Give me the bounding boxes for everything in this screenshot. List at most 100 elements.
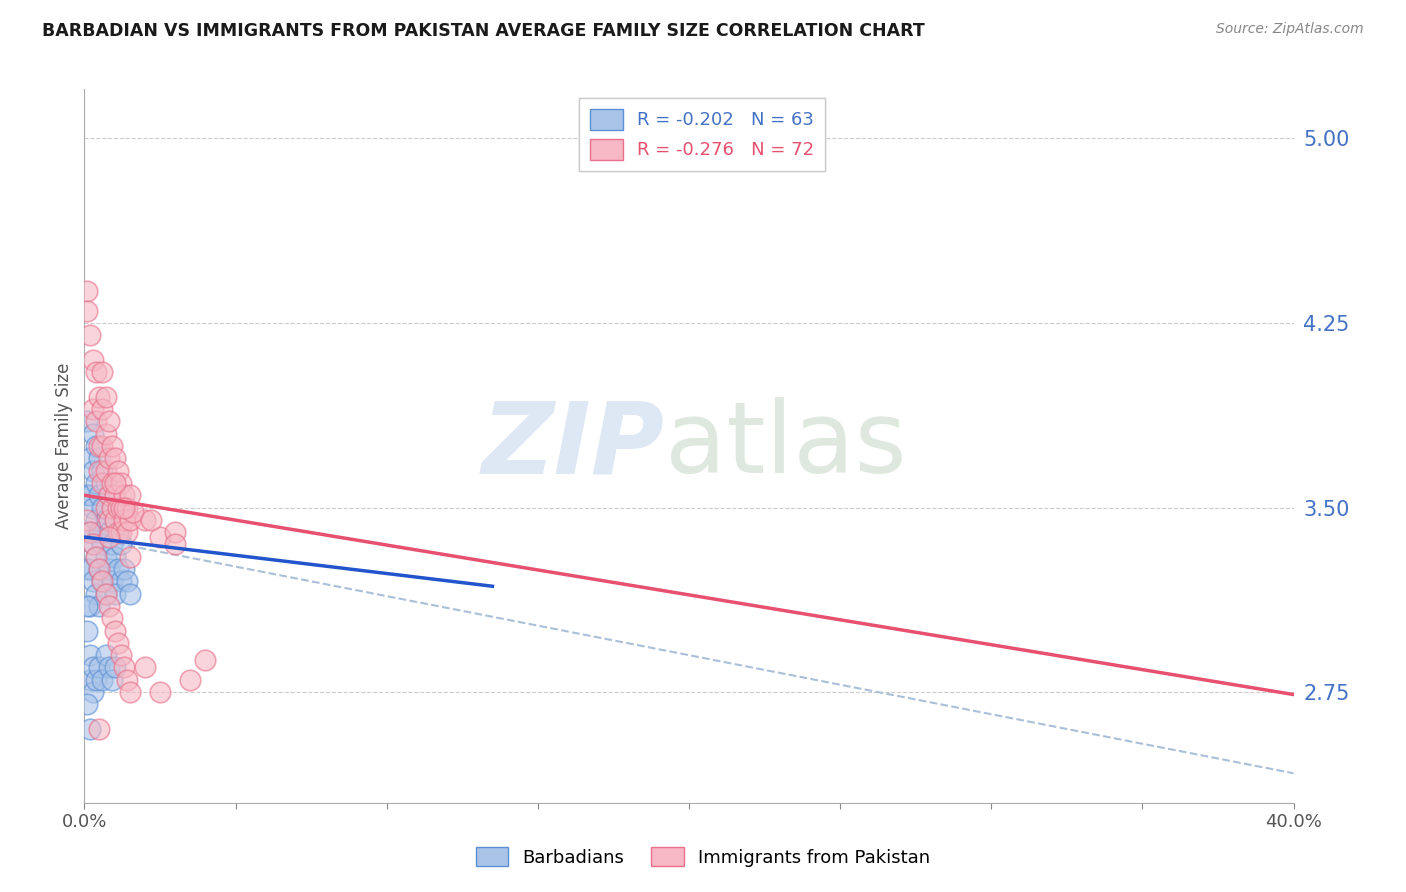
Point: [107, 525, 129, 540]
Point: [110, 574, 132, 589]
Point: [194, 653, 217, 667]
Text: atlas: atlas: [665, 398, 907, 494]
Point: [79, 648, 101, 662]
Point: [110, 475, 132, 490]
Point: [76, 303, 98, 318]
Point: [104, 475, 127, 490]
Point: [82, 537, 104, 551]
Point: [89, 525, 111, 540]
Point: [86, 513, 108, 527]
Point: [89, 562, 111, 576]
Point: [94, 475, 117, 490]
Point: [107, 464, 129, 478]
Point: [82, 426, 104, 441]
Point: [115, 525, 138, 540]
Point: [94, 513, 117, 527]
Point: [97, 525, 120, 540]
Point: [79, 451, 101, 466]
Point: [91, 673, 114, 687]
Point: [115, 673, 138, 687]
Point: [97, 488, 120, 502]
Legend: R = -0.202   N = 63, R = -0.276   N = 72: R = -0.202 N = 63, R = -0.276 N = 72: [579, 98, 825, 170]
Point: [104, 660, 127, 674]
Point: [89, 464, 111, 478]
Point: [86, 673, 108, 687]
Point: [118, 513, 141, 527]
Point: [82, 537, 104, 551]
Point: [91, 574, 114, 589]
Point: [79, 599, 101, 613]
Point: [104, 451, 127, 466]
Point: [89, 439, 111, 453]
Point: [121, 505, 143, 519]
Point: [86, 414, 108, 428]
Point: [91, 500, 114, 515]
Point: [82, 685, 104, 699]
Point: [100, 673, 122, 687]
Point: [76, 599, 98, 613]
Point: [82, 660, 104, 674]
Point: [94, 549, 117, 564]
Point: [91, 537, 114, 551]
Point: [107, 525, 129, 540]
Point: [82, 574, 104, 589]
Point: [91, 402, 114, 417]
Point: [149, 685, 172, 699]
Point: [104, 513, 127, 527]
Point: [76, 698, 98, 712]
Point: [76, 488, 98, 502]
Point: [86, 549, 108, 564]
Point: [94, 587, 117, 601]
Point: [79, 525, 101, 540]
Point: [110, 648, 132, 662]
Point: [110, 525, 132, 540]
Point: [134, 513, 156, 527]
Point: [76, 562, 98, 576]
Point: [97, 599, 120, 613]
Y-axis label: Average Family Size: Average Family Size: [55, 363, 73, 529]
Point: [91, 439, 114, 453]
Point: [86, 549, 108, 564]
Point: [94, 648, 117, 662]
Point: [107, 562, 129, 576]
Point: [104, 549, 127, 564]
Point: [112, 562, 135, 576]
Point: [112, 488, 135, 502]
Point: [97, 530, 120, 544]
Point: [97, 488, 120, 502]
Point: [115, 500, 138, 515]
Point: [104, 624, 127, 638]
Point: [165, 537, 187, 551]
Point: [100, 439, 122, 453]
Point: [97, 451, 120, 466]
Point: [86, 587, 108, 601]
Point: [86, 475, 108, 490]
Point: [110, 537, 132, 551]
Point: [139, 513, 162, 527]
Point: [91, 574, 114, 589]
Point: [79, 673, 101, 687]
Point: [100, 500, 122, 515]
Point: [82, 352, 104, 367]
Point: [86, 439, 108, 453]
Point: [112, 660, 135, 674]
Point: [118, 488, 141, 502]
Point: [79, 722, 101, 736]
Point: [91, 365, 114, 379]
Point: [100, 500, 122, 515]
Point: [91, 464, 114, 478]
Point: [110, 500, 132, 515]
Point: [76, 624, 98, 638]
Point: [149, 530, 172, 544]
Point: [179, 673, 201, 687]
Point: [76, 513, 98, 527]
Text: ZIP: ZIP: [482, 398, 665, 494]
Point: [79, 328, 101, 343]
Point: [100, 611, 122, 625]
Point: [118, 685, 141, 699]
Point: [104, 587, 127, 601]
Point: [118, 587, 141, 601]
Point: [79, 525, 101, 540]
Point: [76, 284, 98, 298]
Point: [86, 365, 108, 379]
